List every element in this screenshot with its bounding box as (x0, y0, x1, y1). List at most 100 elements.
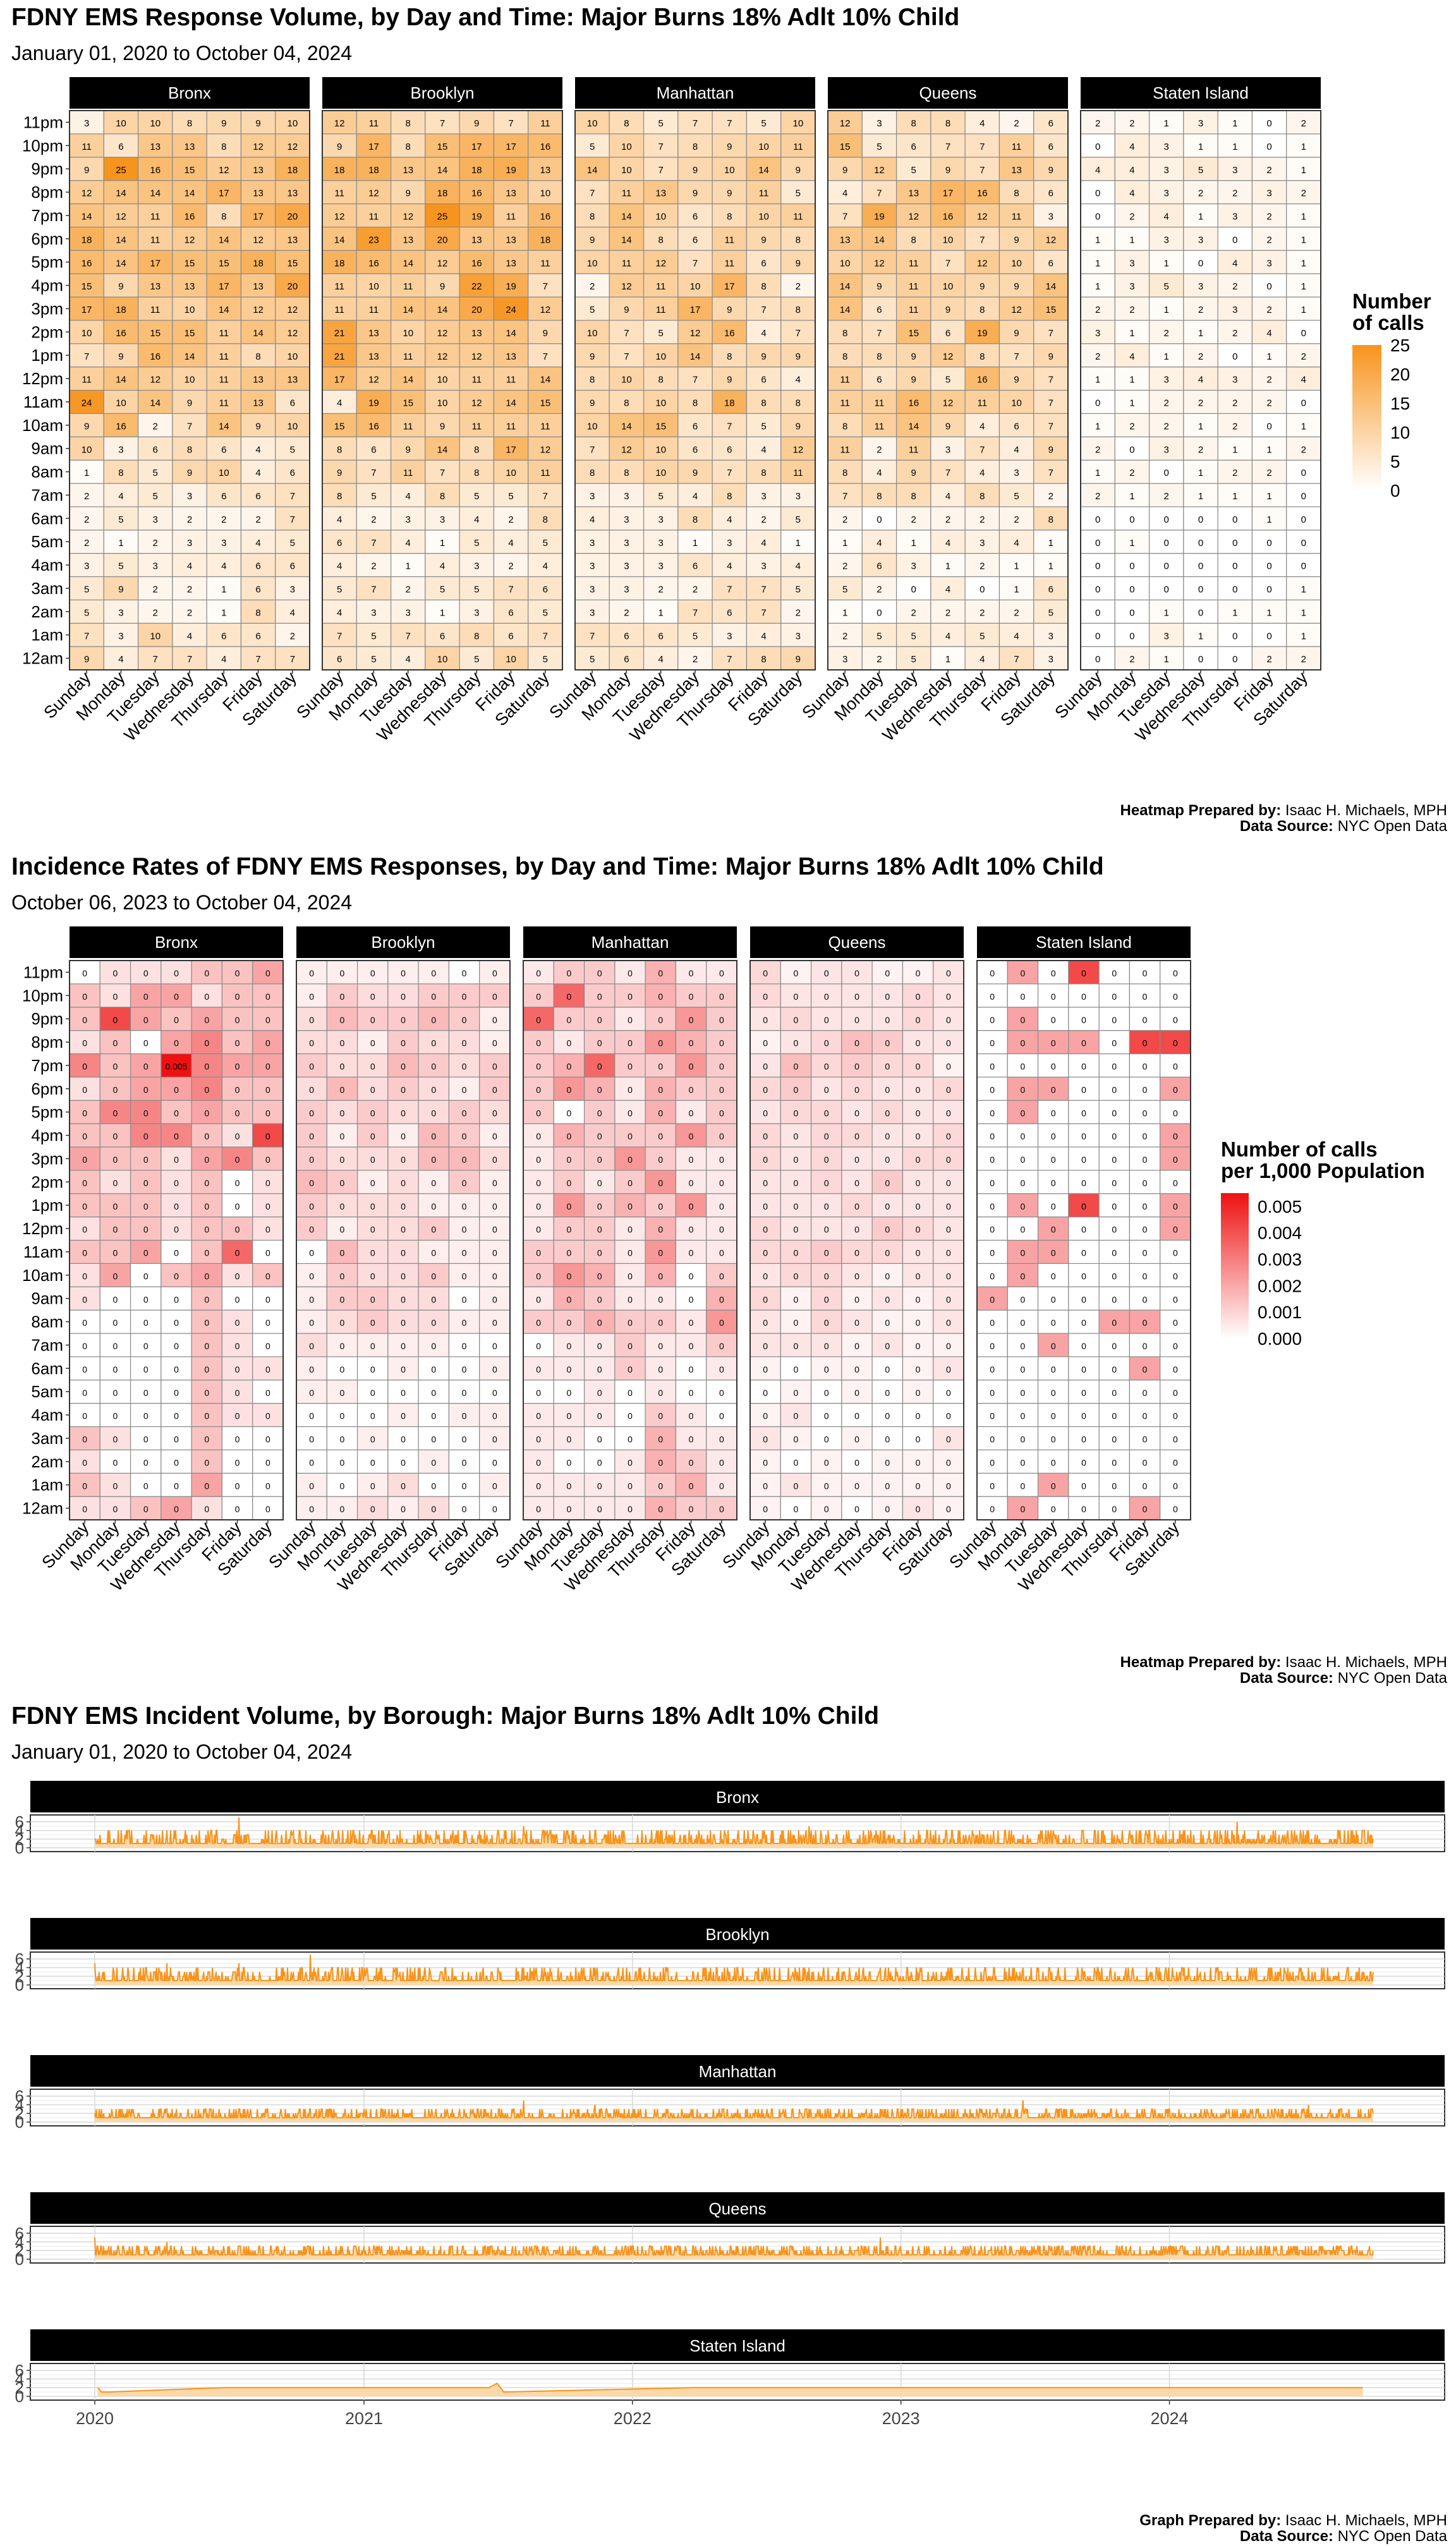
cell-value-label: 9 (118, 351, 123, 362)
heatmap-cell (103, 226, 139, 251)
heatmap-cell (103, 599, 139, 624)
y-tick-label: 0 (15, 2250, 24, 2269)
cell-value-label: 7 (406, 631, 411, 641)
credit-prepared-label: Graph Prepared by: (1139, 2512, 1282, 2529)
cell-value-label: 6 (290, 398, 295, 409)
cell-value-label: 2 (153, 538, 158, 549)
heatmap-cell (425, 320, 460, 344)
cell-value-label: 15 (219, 258, 229, 269)
heatmap-cell (137, 226, 173, 251)
cell-value-label: 4 (440, 561, 445, 572)
heatmap-cell (103, 110, 139, 135)
cell-value-label: 12 (540, 444, 551, 455)
cell-value-label: 18 (116, 305, 126, 315)
y-tick-label: 0 (15, 1838, 24, 1857)
cell-value-label: 10 (185, 305, 195, 315)
heatmap-cell (528, 250, 563, 274)
heatmap-cell (206, 110, 242, 135)
heatmap-cell (275, 343, 310, 368)
heatmap-cell (493, 320, 529, 344)
heatmap-cell (322, 389, 357, 414)
cell-value-label: 2 (153, 585, 158, 595)
cell-value-label: 10 (288, 421, 298, 432)
cell-value-label: 13 (288, 375, 298, 385)
heatmap-cell (322, 436, 357, 461)
cell-value-label: 9 (84, 654, 89, 665)
heatmap-cell (103, 320, 139, 344)
cell-value-label: 7 (543, 631, 548, 641)
cell-value-label: 17 (253, 212, 264, 222)
heatmap-cell (528, 576, 563, 600)
y-tick-label: 11pm (23, 112, 63, 131)
heatmap-cell (390, 506, 426, 531)
cell-value-label: 4 (255, 444, 260, 455)
cell-value-label: 11 (150, 234, 161, 245)
cell-value-label: 10 (437, 398, 448, 409)
cell-value-label: 15 (288, 258, 298, 269)
heatmap-cell (322, 273, 357, 298)
cell-value-label: 12 (253, 305, 264, 315)
cell-value-label: 21 (334, 351, 345, 362)
cell-value-label: 6 (255, 585, 260, 595)
cell-value-label: 14 (506, 328, 516, 339)
cell-value-label: 14 (185, 188, 195, 199)
cell-value-label: 7 (508, 585, 513, 595)
cell-value-label: 14 (219, 234, 229, 245)
cell-value-label: 23 (368, 234, 379, 245)
cell-value-label: 12 (437, 258, 448, 269)
cell-value-label: 10 (116, 398, 126, 409)
cell-value-label: 11 (506, 375, 516, 385)
heatmap-cell (459, 599, 495, 624)
heatmap-cell (493, 530, 529, 554)
cell-value-label: 4 (337, 607, 342, 618)
heatmap-cell (390, 436, 426, 461)
cell-value-label: 4 (337, 514, 342, 525)
heatmap-cell (206, 389, 242, 414)
heatmap-cell (390, 413, 426, 437)
cell-value-label: 12 (540, 305, 551, 315)
cell-value-label: 8 (440, 491, 445, 502)
heatmap-cell (240, 599, 276, 624)
cell-value-label: 5 (440, 585, 445, 595)
cell-value-label: 7 (371, 538, 376, 549)
cell-value-label: 13 (253, 398, 264, 409)
heatmap-cell (69, 622, 104, 647)
heatmap-cell (103, 622, 139, 647)
cell-value-label: 11 (403, 351, 413, 362)
cell-value-label: 4 (406, 654, 411, 665)
cell-value-label: 5 (290, 444, 295, 455)
cell-value-label: 3 (84, 118, 89, 129)
heatmap-cell (172, 226, 207, 251)
cell-value-label: 4 (508, 538, 513, 549)
heatmap-cell (493, 622, 529, 647)
heatmap-cell (528, 459, 563, 484)
cell-value-label: 9 (255, 118, 260, 129)
cell-value-label: 12 (253, 142, 264, 152)
heatmap-cell (425, 459, 460, 484)
cell-value-label: 10 (437, 654, 448, 665)
cell-value-label: 12 (437, 351, 448, 362)
heatmap-cell (137, 483, 173, 507)
heatmap-cell (240, 459, 276, 484)
cell-value-label: 4 (337, 561, 342, 572)
y-tick-label: 0 (15, 1975, 24, 1994)
heatmap-cell (425, 530, 460, 554)
y-tick-label: 10am (22, 416, 63, 435)
cell-value-label: 14 (540, 375, 551, 385)
facet-strip-label: Staten Island (689, 2336, 786, 2355)
cell-value-label: 8 (543, 514, 548, 525)
heatmap-cell (425, 436, 460, 461)
cell-value-label: 4 (187, 561, 192, 572)
cell-value-label: 13 (506, 234, 516, 245)
heatmap-cell (103, 367, 139, 391)
cell-value-label: 2 (371, 514, 376, 525)
cell-value-label: 7 (543, 281, 548, 292)
cell-value-label: 2 (153, 421, 158, 432)
cell-value-label: 20 (288, 212, 298, 222)
credit-prepared-name: Isaac H. Michaels, MPH (1285, 2512, 1447, 2529)
heatmap-cell (356, 226, 392, 251)
facet-strip-label: Brooklyn (410, 83, 474, 102)
cell-value-label: 10 (288, 118, 298, 129)
cell-value-label: 16 (82, 258, 92, 269)
